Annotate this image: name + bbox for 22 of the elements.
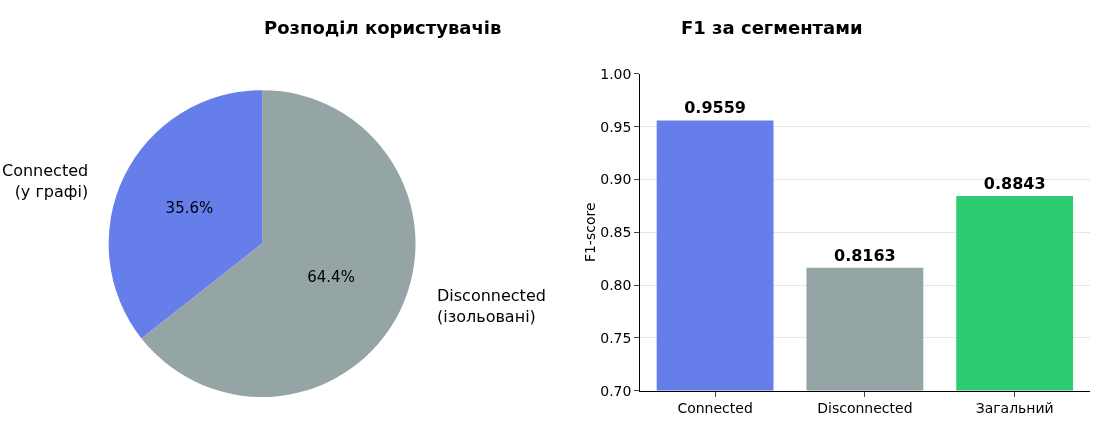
y-tick-label: 0.90 (600, 171, 632, 188)
y-axis-title: F1-score (582, 202, 599, 263)
data-label: 0.9559 (684, 98, 746, 118)
y-tick-label: 0.95 (600, 118, 632, 135)
data-label: 0.8843 (983, 174, 1046, 194)
y-tick-label: 0.75 (600, 329, 632, 346)
x-tick-label: Загальний (975, 400, 1054, 417)
data-label: 64.4% (307, 268, 355, 287)
y-tick-label: 1.00 (600, 65, 632, 82)
y-tick-label: 0.70 (600, 382, 632, 399)
chart-title: F1 за сегментами (681, 17, 863, 38)
slice-label: Connected (у графі) (2, 161, 89, 201)
x-tick-label: Connected (677, 400, 753, 417)
data-label: 35.6% (165, 199, 214, 218)
pie-slice (141, 90, 416, 397)
slice-label: Disconnected (ізольовані) (437, 286, 546, 326)
pie-slice (108, 90, 263, 339)
data-label: 0.8163 (834, 245, 896, 265)
chart-title: Розподіл користувачів (264, 17, 502, 38)
x-tick-label: Disconnected (817, 400, 913, 417)
y-tick-label: 0.80 (600, 276, 632, 293)
y-tick-label: 0.85 (600, 224, 632, 241)
